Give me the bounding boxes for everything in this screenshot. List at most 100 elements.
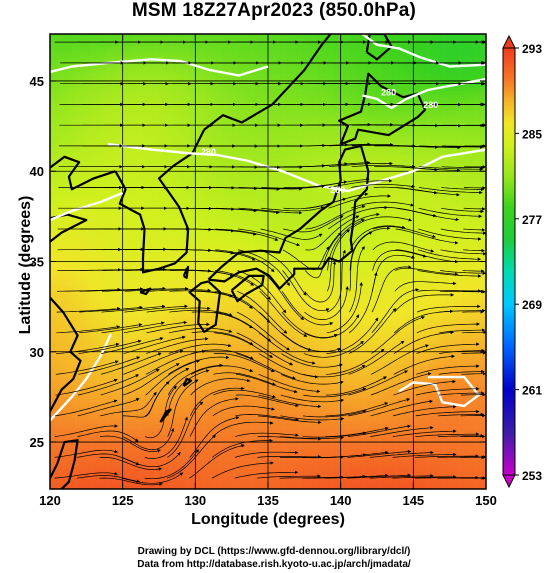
temperature-cell [155, 69, 160, 73]
temperature-cell [350, 104, 355, 108]
temperature-cell [130, 94, 134, 99]
temperature-cell [459, 110, 464, 115]
temperature-cell [59, 120, 64, 124]
temperature-cell [117, 37, 121, 41]
temperature-cell [344, 91, 348, 96]
temperature-cell [75, 133, 80, 137]
temperature-cell [328, 117, 332, 121]
temperature-cell [56, 104, 60, 108]
temperature-cell [408, 139, 412, 144]
temperature-cell [472, 136, 476, 140]
temperature-cell [174, 50, 179, 54]
temperature-cell [466, 34, 470, 38]
temperature-cell [443, 98, 448, 102]
temperature-cell [66, 75, 70, 80]
temperature-cell [482, 85, 486, 89]
temperature-cell [171, 117, 176, 121]
temperature-cell [168, 110, 172, 115]
temperature-cell [210, 130, 214, 134]
temperature-cell [462, 136, 467, 140]
temperature-cell [174, 104, 179, 108]
temperature-cell [133, 53, 137, 57]
temperature-cell [190, 34, 195, 38]
temperature-cell [120, 50, 124, 54]
temperature-cell [190, 53, 195, 57]
temperature-cell [142, 50, 147, 54]
temperature-cell [309, 107, 313, 112]
temperature-cell [290, 107, 294, 112]
temperature-cell [472, 101, 476, 105]
temperature-cell [450, 43, 454, 48]
temperature-cell [213, 101, 217, 105]
temperature-cell [408, 72, 412, 76]
temperature-cell [293, 66, 297, 70]
temperature-cell [56, 120, 60, 124]
temperature-cell [66, 114, 70, 118]
temperature-cell [184, 53, 188, 57]
temperature-cell [373, 126, 377, 131]
temperature-cell [107, 50, 112, 54]
temperature-cell [120, 120, 124, 124]
temperature-cell [69, 104, 73, 108]
temperature-cell [270, 136, 275, 140]
temperature-cell [443, 43, 448, 48]
temperature-cell [194, 53, 198, 57]
temperature-cell [350, 133, 355, 137]
temperature-cell [408, 69, 412, 73]
temperature-cell [117, 136, 121, 140]
temperature-cell [235, 94, 240, 99]
temperature-cell [98, 94, 102, 99]
temperature-cell [178, 75, 182, 80]
temperature-cell [430, 126, 435, 131]
temperature-cell [456, 142, 460, 147]
temperature-cell [197, 34, 201, 38]
temperature-cell [181, 120, 185, 124]
temperature-cell [82, 85, 86, 89]
temperature-cell [318, 146, 323, 150]
temperature-cell [466, 56, 470, 60]
temperature-cell [462, 75, 467, 80]
temperature-cell [117, 85, 121, 89]
temperature-cell [210, 94, 214, 99]
temperature-cell [197, 50, 201, 54]
temperature-cell [168, 142, 172, 147]
temperature-cell [222, 139, 227, 144]
temperature-cell [309, 110, 313, 115]
temperature-cell [200, 50, 204, 54]
temperature-cell [347, 53, 352, 57]
temperature-cell [126, 104, 131, 108]
temperature-cell [75, 94, 80, 99]
temperature-cell [437, 34, 441, 38]
temperature-cell [386, 62, 390, 67]
temperature-cell [446, 120, 451, 124]
temperature-cell [306, 91, 310, 96]
temperature-cell [267, 110, 272, 115]
temperature-cell [357, 101, 361, 105]
temperature-cell [440, 114, 444, 118]
temperature-cell [216, 56, 220, 60]
temperature-cell [101, 139, 105, 144]
temperature-cell [142, 130, 147, 134]
temperature-cell [187, 46, 192, 51]
temperature-cell [341, 94, 345, 99]
temperature-cell [382, 117, 387, 121]
temperature-cell [328, 130, 332, 134]
temperature-cell [190, 142, 195, 147]
temperature-cell [322, 85, 326, 89]
temperature-cell [94, 149, 99, 153]
temperature-cell [146, 37, 150, 41]
temperature-cell [107, 43, 112, 48]
temperature-cell [459, 69, 464, 73]
temperature-cell [165, 34, 169, 38]
temperature-cell [376, 37, 380, 41]
temperature-cell [114, 46, 118, 51]
temperature-cell [142, 62, 147, 67]
temperature-cell [427, 104, 432, 108]
temperature-cell [354, 75, 358, 80]
temperature-cell [450, 88, 454, 92]
temperature-cell [462, 62, 467, 67]
temperature-cell [286, 126, 291, 131]
temperature-cell [248, 139, 252, 144]
temperature-cell [72, 91, 76, 96]
temperature-cell [245, 69, 249, 73]
